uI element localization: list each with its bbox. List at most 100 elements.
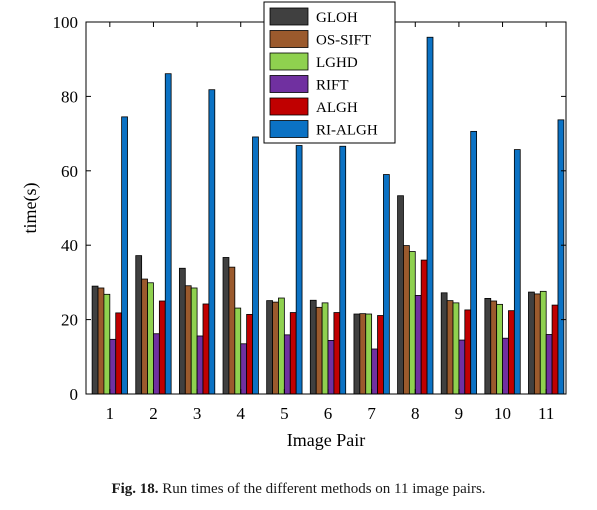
bar-os-sift-pair-1 — [98, 288, 104, 394]
bar-algh-pair-11 — [552, 305, 558, 394]
y-tick-label: 60 — [61, 162, 78, 181]
bar-os-sift-pair-6 — [316, 307, 322, 394]
bar-os-sift-pair-10 — [491, 301, 497, 394]
bar-os-sift-pair-9 — [447, 301, 453, 394]
bar-lghd-pair-4 — [235, 308, 241, 394]
bar-os-sift-pair-5 — [273, 302, 279, 394]
x-axis-title: Image Pair — [287, 430, 365, 450]
bar-algh-pair-4 — [247, 314, 253, 394]
bar-gloh-pair-2 — [136, 256, 142, 394]
bar-gloh-pair-1 — [92, 286, 98, 394]
bar-ri-algh-pair-6 — [340, 146, 346, 394]
bar-gloh-pair-5 — [267, 301, 273, 394]
legend-swatch-lghd — [270, 53, 308, 70]
bar-ri-algh-pair-10 — [514, 150, 520, 394]
y-tick-label: 40 — [61, 236, 78, 255]
bar-lghd-pair-10 — [497, 304, 503, 394]
legend-label-algh: ALGH — [316, 100, 358, 116]
bar-gloh-pair-10 — [485, 298, 491, 394]
bar-rift-pair-9 — [459, 340, 465, 394]
bar-algh-pair-5 — [290, 313, 296, 394]
bar-ri-algh-pair-3 — [209, 90, 215, 394]
bar-rift-pair-3 — [197, 336, 203, 394]
legend-label-gloh: GLOH — [316, 10, 358, 26]
bar-lghd-pair-7 — [366, 314, 372, 394]
bar-os-sift-pair-4 — [229, 267, 235, 394]
bar-os-sift-pair-8 — [403, 246, 409, 394]
bar-os-sift-pair-7 — [360, 314, 366, 394]
legend-label-lghd: LGHD — [316, 55, 358, 71]
caption-prefix: Fig. 18. — [111, 481, 158, 497]
bar-lghd-pair-11 — [540, 291, 546, 394]
bar-gloh-pair-9 — [441, 293, 447, 394]
bar-gloh-pair-4 — [223, 257, 229, 394]
bar-os-sift-pair-11 — [534, 294, 540, 394]
legend-label-ri-algh: RI-ALGH — [316, 123, 378, 139]
legend-label-rift: RIFT — [316, 78, 349, 94]
x-tick-label: 1 — [106, 404, 115, 423]
bar-rift-pair-8 — [415, 295, 421, 394]
x-tick-label: 4 — [236, 404, 245, 423]
x-tick-label: 11 — [538, 404, 554, 423]
y-axis-title: time(s) — [20, 183, 41, 234]
y-tick-label: 0 — [70, 385, 79, 404]
bar-lghd-pair-1 — [104, 294, 110, 394]
bar-ri-algh-pair-11 — [558, 120, 564, 394]
bar-os-sift-pair-2 — [142, 279, 148, 394]
y-tick-label: 20 — [61, 311, 78, 330]
caption-text: Run times of the different methods on 11… — [159, 481, 486, 497]
bar-rift-pair-2 — [153, 334, 159, 394]
bar-ri-algh-pair-5 — [296, 146, 302, 395]
bar-lghd-pair-6 — [322, 303, 328, 394]
bar-rift-pair-11 — [546, 334, 552, 394]
bar-ri-algh-pair-8 — [427, 37, 433, 394]
bar-ri-algh-pair-2 — [165, 74, 171, 394]
x-tick-label: 5 — [280, 404, 289, 423]
bar-chart: 1 2 3 4 5 6 7 8 9 10 11 0 20 40 60 80 100 Image Pair tim… — [0, 0, 597, 470]
bar-lghd-pair-2 — [148, 283, 154, 394]
bar-rift-pair-10 — [503, 338, 509, 394]
bar-gloh-pair-8 — [398, 196, 404, 394]
bar-algh-pair-9 — [465, 310, 471, 394]
bar-rift-pair-1 — [110, 339, 116, 394]
bar-os-sift-pair-3 — [185, 286, 191, 394]
y-tick-label: 100 — [53, 13, 79, 32]
bar-ri-algh-pair-9 — [471, 131, 477, 394]
bar-rift-pair-6 — [328, 340, 334, 394]
bar-algh-pair-6 — [334, 313, 340, 394]
y-tick-label: 80 — [61, 87, 78, 106]
legend-swatch-gloh — [270, 8, 308, 25]
bar-lghd-pair-9 — [453, 303, 459, 394]
bar-gloh-pair-3 — [179, 268, 185, 394]
legend-swatch-algh — [270, 98, 308, 115]
bar-lghd-pair-5 — [278, 298, 284, 394]
legend: GLOH OS-SIFT LGHD RIFT ALGH RI-ALGH — [264, 2, 395, 143]
bar-lghd-pair-3 — [191, 288, 197, 394]
bar-gloh-pair-11 — [528, 292, 534, 394]
x-tick-label: 10 — [494, 404, 511, 423]
bar-algh-pair-7 — [378, 316, 384, 394]
bar-ri-algh-pair-7 — [383, 175, 389, 394]
bar-ri-algh-pair-1 — [122, 117, 128, 394]
legend-swatch-ri-algh — [270, 121, 308, 138]
bar-algh-pair-10 — [508, 311, 514, 394]
legend-swatch-rift — [270, 76, 308, 93]
x-tick-label: 7 — [367, 404, 376, 423]
bar-lghd-pair-8 — [409, 252, 415, 394]
bar-rift-pair-7 — [372, 349, 378, 394]
bar-algh-pair-8 — [421, 260, 427, 394]
figure-caption: Fig. 18. Run times of the different meth… — [0, 481, 597, 498]
bar-algh-pair-3 — [203, 304, 209, 394]
bar-rift-pair-5 — [284, 335, 290, 394]
bar-algh-pair-1 — [116, 313, 122, 394]
bar-algh-pair-2 — [159, 301, 165, 394]
legend-label-os-sift: OS-SIFT — [316, 33, 371, 49]
legend-swatch-os-sift — [270, 31, 308, 48]
x-tick-label: 9 — [455, 404, 464, 423]
x-tick-label: 3 — [193, 404, 202, 423]
x-tick-label: 2 — [149, 404, 158, 423]
x-tick-label: 8 — [411, 404, 420, 423]
bar-rift-pair-4 — [241, 344, 247, 394]
bar-ri-algh-pair-4 — [253, 137, 259, 394]
bar-gloh-pair-6 — [310, 300, 316, 394]
